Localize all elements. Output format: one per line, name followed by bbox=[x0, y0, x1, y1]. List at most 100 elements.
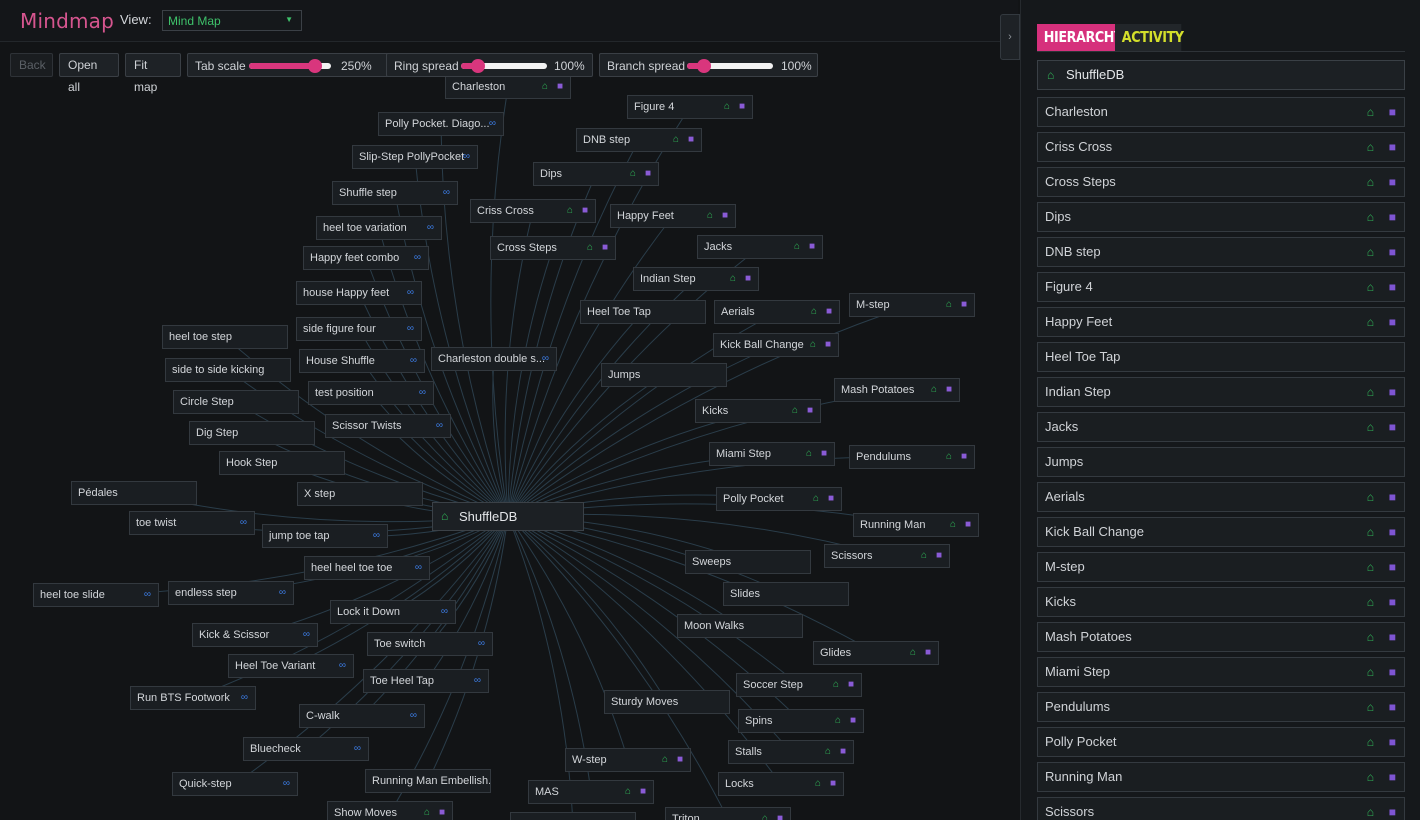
map-node[interactable]: Moon Walks bbox=[677, 614, 803, 638]
map-node[interactable]: Jumps bbox=[601, 363, 727, 387]
hierarchy-item[interactable]: Figure 4 ⌂ ■ bbox=[1037, 272, 1405, 302]
folder-icon[interactable]: ■ bbox=[1388, 280, 1396, 294]
folder-icon[interactable]: ■ bbox=[820, 448, 827, 459]
home-icon[interactable]: ⌂ bbox=[834, 715, 841, 726]
map-node[interactable]: side to side kicking bbox=[165, 358, 291, 382]
hierarchy-item[interactable]: Indian Step ⌂ ■ bbox=[1037, 377, 1405, 407]
home-icon[interactable]: ⌂ bbox=[661, 754, 668, 765]
link-icon[interactable]: ∞ bbox=[418, 387, 426, 398]
home-icon[interactable]: ⌂ bbox=[810, 306, 817, 317]
home-icon[interactable]: ⌂ bbox=[949, 519, 956, 530]
folder-icon[interactable]: ■ bbox=[1388, 315, 1396, 329]
link-icon[interactable]: ∞ bbox=[413, 252, 421, 263]
map-node[interactable]: Aerials ⌂ ■ bbox=[714, 300, 840, 324]
folder-icon[interactable]: ■ bbox=[721, 210, 728, 221]
map-node[interactable] bbox=[510, 812, 636, 820]
home-icon[interactable]: ⌂ bbox=[1366, 665, 1374, 679]
map-node[interactable]: Jacks ⌂ ■ bbox=[697, 235, 823, 259]
folder-icon[interactable]: ■ bbox=[687, 134, 694, 145]
ring-spread-thumb[interactable] bbox=[471, 59, 486, 73]
branch-spread-thumb[interactable] bbox=[697, 59, 712, 73]
map-node[interactable]: heel toe slide ∞ bbox=[33, 583, 159, 607]
map-node[interactable]: Shuffle step ∞ bbox=[332, 181, 458, 205]
map-node[interactable]: house Happy feet ∞ bbox=[296, 281, 422, 305]
map-node[interactable]: Charleston double s... ∞ bbox=[431, 347, 557, 371]
hierarchy-item[interactable]: Pendulums ⌂ ■ bbox=[1037, 692, 1405, 722]
link-icon[interactable]: ∞ bbox=[353, 743, 361, 754]
link-icon[interactable]: ∞ bbox=[409, 710, 417, 721]
home-icon[interactable]: ⌂ bbox=[729, 273, 736, 284]
map-node[interactable]: MAS ⌂ ■ bbox=[528, 780, 654, 804]
home-icon[interactable]: ⌂ bbox=[945, 451, 952, 462]
folder-icon[interactable]: ■ bbox=[644, 168, 651, 179]
home-icon[interactable]: ⌂ bbox=[791, 405, 798, 416]
folder-icon[interactable]: ■ bbox=[945, 384, 952, 395]
map-node[interactable]: Circle Step bbox=[173, 390, 299, 414]
map-node[interactable]: Running Man ⌂ ■ bbox=[853, 513, 979, 537]
map-node[interactable]: Glides ⌂ ■ bbox=[813, 641, 939, 665]
home-icon[interactable]: ⌂ bbox=[1366, 630, 1374, 644]
home-icon[interactable]: ⌂ bbox=[1366, 175, 1374, 189]
tab-hierarchy[interactable]: HIERARCHY bbox=[1037, 24, 1123, 51]
home-icon[interactable]: ⌂ bbox=[812, 493, 819, 504]
link-icon[interactable]: ∞ bbox=[414, 562, 422, 573]
hierarchy-item[interactable]: Polly Pocket ⌂ ■ bbox=[1037, 727, 1405, 757]
home-icon[interactable]: ⌂ bbox=[805, 448, 812, 459]
folder-icon[interactable]: ■ bbox=[1388, 385, 1396, 399]
link-icon[interactable]: ∞ bbox=[435, 420, 443, 431]
mindmap-canvas[interactable]: Charleston ⌂ ■ Figure 4 ⌂ ■ Polly Pocket. Diag… bbox=[0, 42, 1018, 820]
home-icon[interactable]: ⌂ bbox=[1366, 805, 1374, 819]
link-icon[interactable]: ∞ bbox=[143, 589, 151, 600]
map-node[interactable]: Stalls ⌂ ■ bbox=[728, 740, 854, 764]
hierarchy-item[interactable]: Running Man ⌂ ■ bbox=[1037, 762, 1405, 792]
hierarchy-item[interactable]: Dips ⌂ ■ bbox=[1037, 202, 1405, 232]
map-node[interactable]: Heel Toe Tap bbox=[580, 300, 706, 324]
home-icon[interactable]: ⌂ bbox=[566, 205, 573, 216]
hierarchy-item[interactable]: Mash Potatoes ⌂ ■ bbox=[1037, 622, 1405, 652]
map-node[interactable]: endless step ∞ bbox=[168, 581, 294, 605]
map-node[interactable]: Kick & Scissor ∞ bbox=[192, 623, 318, 647]
link-icon[interactable]: ∞ bbox=[440, 606, 448, 617]
folder-icon[interactable]: ■ bbox=[738, 101, 745, 112]
hierarchy-item[interactable]: Jumps bbox=[1037, 447, 1405, 477]
link-icon[interactable]: ∞ bbox=[426, 222, 434, 233]
folder-icon[interactable]: ■ bbox=[1388, 490, 1396, 504]
home-icon[interactable]: ⌂ bbox=[1366, 525, 1374, 539]
link-icon[interactable]: ∞ bbox=[302, 629, 310, 640]
folder-icon[interactable]: ■ bbox=[827, 493, 834, 504]
map-node[interactable]: Slides bbox=[723, 582, 849, 606]
map-node[interactable]: M-step ⌂ ■ bbox=[849, 293, 975, 317]
folder-icon[interactable]: ■ bbox=[824, 339, 831, 350]
hierarchy-item[interactable]: Miami Step ⌂ ■ bbox=[1037, 657, 1405, 687]
map-node[interactable]: Toe switch ∞ bbox=[367, 632, 493, 656]
hierarchy-item[interactable]: Scissors ⌂ ■ bbox=[1037, 797, 1405, 820]
hierarchy-item[interactable]: Kicks ⌂ ■ bbox=[1037, 587, 1405, 617]
map-node[interactable]: Happy Feet ⌂ ■ bbox=[610, 204, 736, 228]
folder-icon[interactable]: ■ bbox=[935, 550, 942, 561]
map-node[interactable]: Kicks ⌂ ■ bbox=[695, 399, 821, 423]
home-icon[interactable]: ⌂ bbox=[1366, 770, 1374, 784]
map-node[interactable]: jump toe tap ∞ bbox=[262, 524, 388, 548]
folder-icon[interactable]: ■ bbox=[808, 241, 815, 252]
map-node[interactable]: Cross Steps ⌂ ■ bbox=[490, 236, 616, 260]
home-icon[interactable]: ⌂ bbox=[1366, 560, 1374, 574]
sidebar-collapse-tab[interactable]: › bbox=[1000, 14, 1020, 60]
ring-spread-track[interactable] bbox=[461, 63, 547, 69]
home-icon[interactable]: ⌂ bbox=[809, 339, 816, 350]
map-node[interactable]: Spins ⌂ ■ bbox=[738, 709, 864, 733]
folder-icon[interactable]: ■ bbox=[776, 813, 783, 820]
map-node[interactable]: X step bbox=[297, 482, 423, 506]
map-node[interactable]: Criss Cross ⌂ ■ bbox=[470, 199, 596, 223]
map-node[interactable]: W-step ⌂ ■ bbox=[565, 748, 691, 772]
link-icon[interactable]: ∞ bbox=[541, 353, 549, 364]
folder-icon[interactable]: ■ bbox=[556, 81, 563, 92]
home-icon[interactable]: ⌂ bbox=[920, 550, 927, 561]
link-icon[interactable]: ∞ bbox=[372, 530, 380, 541]
home-icon[interactable]: ⌂ bbox=[945, 299, 952, 310]
home-icon[interactable]: ⌂ bbox=[761, 813, 768, 820]
link-icon[interactable]: ∞ bbox=[409, 355, 417, 366]
folder-icon[interactable]: ■ bbox=[829, 778, 836, 789]
link-icon[interactable]: ∞ bbox=[240, 692, 248, 703]
map-node[interactable]: heel heel toe toe ∞ bbox=[304, 556, 430, 580]
map-node[interactable]: Sturdy Moves bbox=[604, 690, 730, 714]
